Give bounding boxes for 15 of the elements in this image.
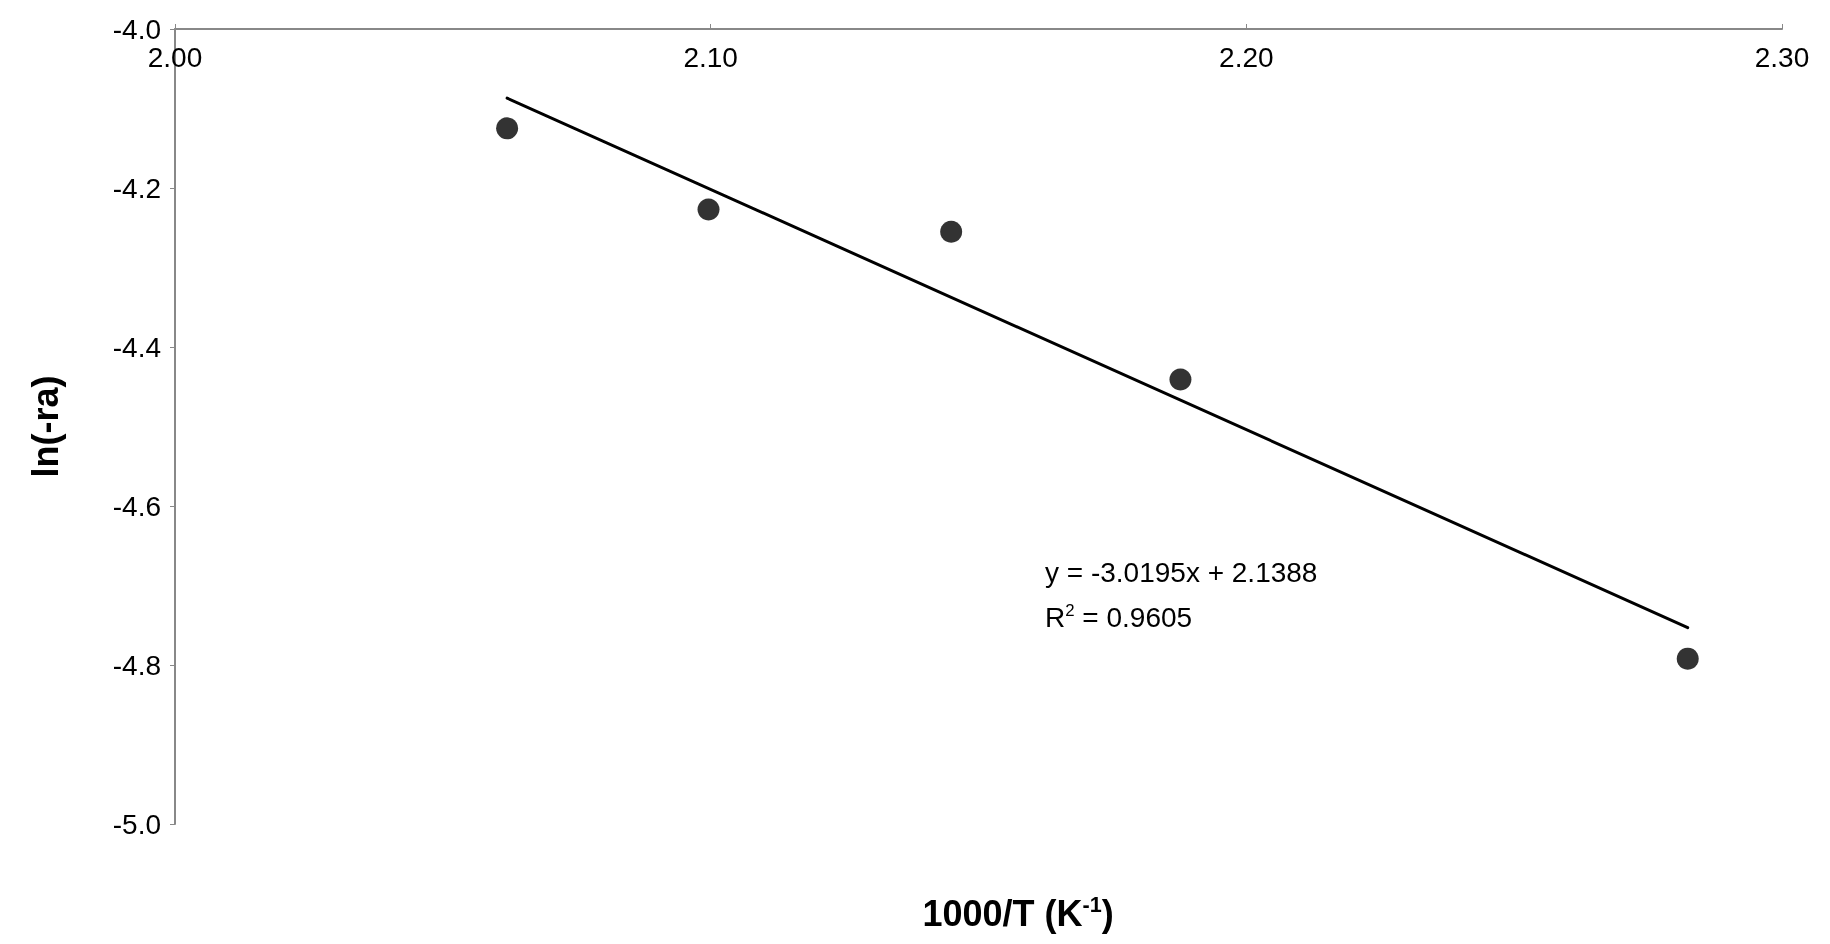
point [1169,368,1192,391]
x-tick-label: 2.20 [1219,41,1274,73]
y-tick-label: -4.8 [112,649,161,681]
annotation: y = -3.0195x + 2.1388 [1045,556,1318,588]
point [940,220,963,243]
y-tick-label: -4.4 [112,331,161,363]
y-tick-label: -5.0 [112,808,161,840]
point [496,117,519,140]
y-tick-label: -4.2 [112,172,161,204]
x-tick-label: 2.10 [683,41,738,73]
point [697,198,720,221]
y-axis-title: ln(-ra) [24,375,66,478]
x-tick-label: 2.30 [1754,41,1810,73]
y-tick-label: -4.6 [112,490,161,522]
point [1676,647,1699,670]
